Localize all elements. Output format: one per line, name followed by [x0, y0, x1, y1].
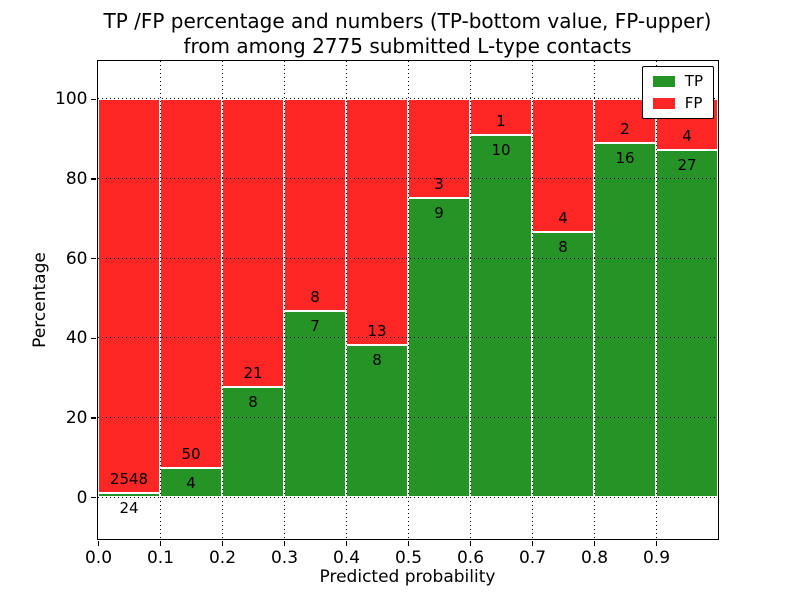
tp-count-label: 16: [615, 149, 635, 168]
x-tick-label: 0.4: [332, 547, 361, 568]
x-tick-label: 0.6: [456, 547, 485, 568]
fp-count-label: 4: [682, 127, 692, 146]
v-gridline: [655, 61, 657, 539]
tp-count-label: 7: [310, 317, 320, 336]
x-tick-label: 0.8: [580, 547, 609, 568]
x-tick: [283, 541, 286, 546]
tp-count-label: 8: [248, 393, 258, 412]
tp-count-label: 8: [558, 237, 568, 256]
tp-bar-segment: [284, 311, 346, 498]
y-tick: [90, 417, 96, 419]
y-tick-label: 80: [65, 169, 88, 189]
x-tick: [531, 541, 534, 546]
fp-count-label: 21: [243, 364, 263, 383]
v-gridline: [531, 61, 533, 539]
x-tick-label: 0.0: [84, 547, 113, 568]
y-tick: [90, 337, 96, 340]
y-tick-label: 0: [76, 487, 88, 508]
x-tick-label: 0.1: [146, 547, 175, 568]
tp-legend-swatch: [652, 76, 675, 87]
y-tick-label: 60: [65, 248, 88, 269]
tp-count-label: 8: [372, 351, 382, 370]
plot-area: TP FP 2548 24 50 4 21 8 8 7 13 8 3 9 1 10 4 8 2 16 4 27: [97, 60, 719, 540]
tp-count-label: 4: [186, 473, 196, 492]
chart-title: TP /FP percentage and numbers (TP-bottom…: [97, 9, 718, 59]
tp-bar-segment: [594, 143, 656, 498]
x-tick: [345, 541, 348, 546]
x-tick-label: 0.2: [208, 547, 237, 568]
fp-count-label: 4: [558, 208, 568, 227]
x-tick: [469, 541, 472, 546]
v-gridline: [159, 61, 161, 539]
x-tick-label: 0.3: [270, 547, 299, 568]
chart-title-line1: TP /FP percentage and numbers (TP-bottom…: [103, 9, 712, 33]
tp-bar-segment: [532, 231, 594, 498]
y-tick: [90, 98, 96, 101]
fp-count-label: 2: [620, 120, 630, 139]
x-tick: [407, 541, 410, 546]
x-tick-label: 0.7: [518, 547, 547, 568]
x-tick: [159, 541, 162, 546]
chart-title-line2: from among 2775 submitted L-type contact…: [183, 34, 632, 58]
tp-count-label: 27: [677, 156, 697, 175]
y-tick-label: 20: [65, 408, 88, 428]
v-gridline: [593, 61, 595, 539]
v-gridline: [283, 61, 285, 539]
fp-count-label: 2548: [109, 470, 149, 489]
fp-count-label: 3: [434, 175, 444, 194]
y-tick: [90, 257, 96, 260]
tp-bar-segment: [408, 198, 470, 498]
y-tick-label: 100: [55, 89, 88, 110]
x-tick: [593, 541, 596, 546]
fp-legend-label: FP: [684, 94, 703, 112]
v-gridline: [345, 61, 347, 539]
x-axis-label: Predicted probability: [319, 567, 496, 587]
legend-item-fp: FP: [652, 94, 703, 112]
legend: TP FP: [641, 66, 714, 119]
fp-bar-segment: [284, 98, 346, 312]
fp-count-label: 50: [181, 444, 201, 463]
tp-count-label: 9: [434, 204, 444, 223]
tp-count-label: 24: [119, 499, 139, 518]
fp-bar-segment: [222, 98, 284, 388]
fp-bar-segment: [98, 98, 160, 494]
tp-bar-segment: [656, 150, 718, 498]
tp-count-label: 10: [491, 141, 511, 160]
x-tick-label: 0.5: [394, 547, 423, 568]
fp-count-label: 13: [367, 322, 387, 341]
v-gridline: [469, 61, 471, 539]
tp-legend-label: TP: [684, 72, 703, 90]
v-gridline: [221, 61, 223, 539]
y-tick: [90, 496, 96, 499]
fp-count-label: 1: [496, 112, 506, 131]
fp-count-label: 8: [310, 288, 320, 307]
fp-bar-segment: [532, 98, 594, 232]
tp-bar-segment: [222, 387, 284, 498]
x-tick: [655, 541, 658, 546]
x-tick: [97, 541, 100, 546]
fp-bar-segment: [346, 98, 408, 346]
v-gridline: [407, 61, 409, 539]
fp-bar-segment: [470, 98, 532, 136]
tp-bar-segment: [470, 135, 532, 498]
legend-item-tp: TP: [652, 72, 703, 90]
x-tick: [221, 541, 224, 546]
x-tick-label: 0.9: [642, 547, 671, 568]
y-tick-label: 40: [65, 328, 88, 349]
fp-legend-swatch: [652, 98, 675, 109]
y-tick: [90, 178, 96, 180]
fp-bar-segment: [160, 98, 222, 468]
